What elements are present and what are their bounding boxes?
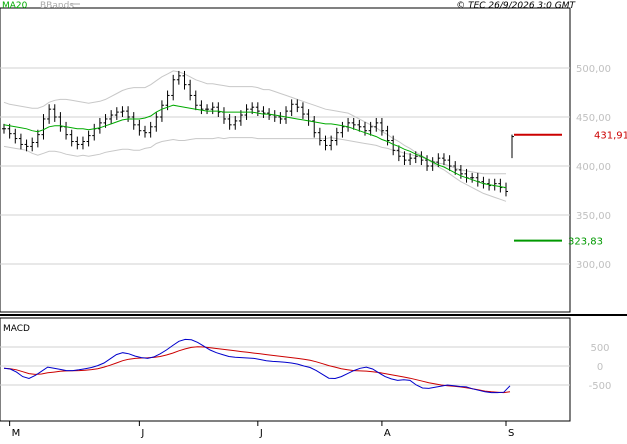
price-tick-label: 500,00 bbox=[576, 64, 611, 75]
price-bars bbox=[2, 70, 514, 197]
macd-lines bbox=[3, 338, 511, 394]
macd-tick-label: 0 bbox=[597, 362, 603, 373]
month-label: J bbox=[140, 428, 144, 439]
month-label: J bbox=[259, 428, 263, 439]
month-label: S bbox=[508, 428, 514, 439]
moving-average bbox=[3, 104, 507, 189]
bband-lower-line bbox=[3, 137, 506, 175]
bbands-legend: BBands bbox=[40, 1, 74, 11]
x-axis: MJJASO bbox=[9, 421, 514, 439]
macd-signal-line bbox=[3, 346, 511, 394]
resistance-label: 431,91 bbox=[594, 131, 627, 142]
ma20-legend: MA20 bbox=[2, 1, 28, 11]
macd-panel-frame bbox=[0, 317, 571, 422]
support-resistance-levels: 431,91 323,83 bbox=[514, 131, 627, 248]
month-label: M bbox=[12, 428, 21, 439]
price-tick-label: 400,00 bbox=[576, 162, 611, 173]
macd-line bbox=[3, 338, 511, 394]
macd-title: MACD bbox=[3, 324, 30, 334]
bollinger-bands bbox=[3, 70, 507, 202]
price-tick-label: 450,00 bbox=[576, 113, 611, 124]
support-label: 323,83 bbox=[568, 237, 603, 248]
price-tick-label: 300,00 bbox=[576, 260, 611, 271]
macd-tick-label: 500 bbox=[590, 343, 609, 354]
month-label: A bbox=[384, 428, 391, 439]
macd-tick-label: -500 bbox=[589, 381, 612, 392]
price-panel-frame bbox=[0, 7, 571, 313]
price-tick-label: 350,00 bbox=[576, 211, 611, 222]
ma20-line bbox=[3, 104, 507, 189]
price-grid: 500,00 450,00 400,00 350,00 300,00 bbox=[0, 64, 611, 271]
bband-upper-line bbox=[3, 70, 507, 202]
copyright-text: © TEC 26/9/2026 3:0 GMT bbox=[456, 1, 576, 11]
